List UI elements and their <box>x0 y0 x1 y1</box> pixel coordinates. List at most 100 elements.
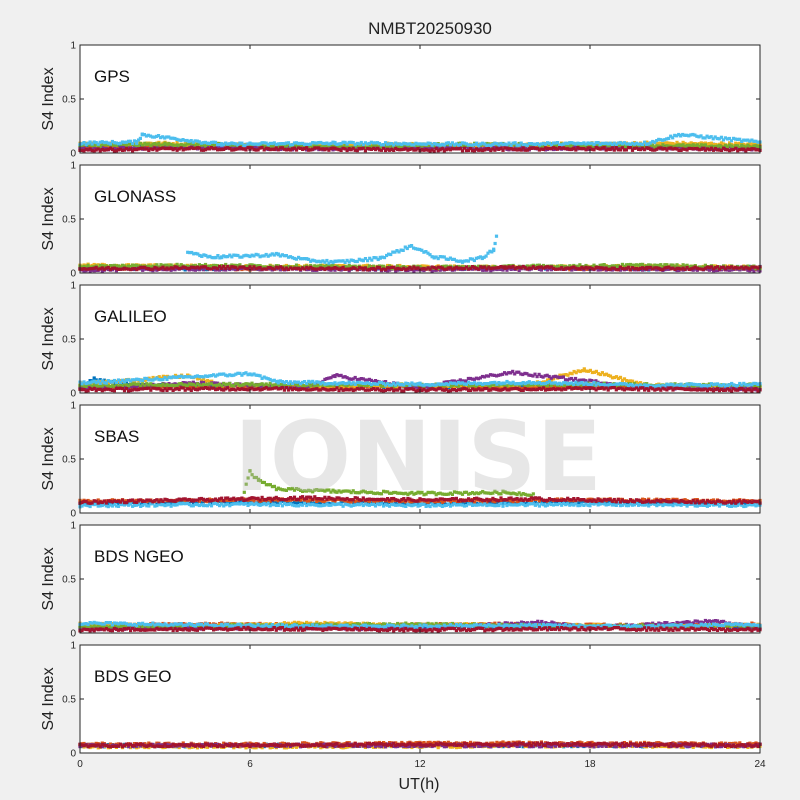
data-point <box>535 266 539 270</box>
data-point <box>201 268 206 272</box>
data-point <box>127 264 131 268</box>
data-point <box>187 266 191 271</box>
data-point <box>100 264 104 268</box>
data-point <box>489 148 493 153</box>
data-point <box>503 142 507 146</box>
data-point <box>124 143 129 147</box>
data-point <box>671 136 675 140</box>
data-point <box>260 267 264 271</box>
data-point <box>208 254 212 258</box>
data-point <box>120 148 125 152</box>
data-point <box>307 144 311 148</box>
data-point <box>560 143 564 147</box>
data-point <box>98 267 102 271</box>
data-point <box>430 145 434 149</box>
data-point <box>203 148 208 152</box>
data-point <box>135 141 139 146</box>
data-point <box>460 149 465 153</box>
data-point <box>301 147 305 151</box>
data-point <box>653 148 657 152</box>
data-point <box>750 267 754 271</box>
data-point <box>483 148 487 152</box>
data-point <box>179 143 183 147</box>
data-point <box>345 147 349 151</box>
data-point <box>476 256 480 260</box>
data-point <box>349 258 353 262</box>
data-point <box>313 141 317 145</box>
data-point <box>485 147 489 151</box>
data-point <box>671 147 675 151</box>
data-point <box>189 139 193 143</box>
data-point <box>610 264 614 268</box>
data-point <box>490 250 494 254</box>
data-point <box>464 265 469 269</box>
data-point <box>209 140 214 144</box>
panel-background <box>80 285 760 393</box>
data-point <box>558 265 562 269</box>
data-point <box>721 138 725 142</box>
data-point <box>612 264 616 268</box>
data-point <box>86 267 90 271</box>
data-point <box>564 141 568 145</box>
data-point <box>199 148 203 152</box>
data-point <box>507 141 511 145</box>
data-point <box>511 264 515 268</box>
data-point <box>486 251 490 255</box>
data-point <box>467 143 471 147</box>
data-point <box>574 264 578 268</box>
data-point <box>327 146 331 150</box>
data-point <box>750 138 754 142</box>
data-point <box>193 268 197 272</box>
data-point <box>282 144 286 148</box>
data-point <box>596 146 600 151</box>
data-point <box>634 141 639 145</box>
data-point <box>467 267 471 271</box>
data-point <box>614 146 618 150</box>
data-point <box>282 147 286 151</box>
data-point <box>748 141 752 145</box>
data-point <box>687 146 691 150</box>
data-point <box>434 147 438 151</box>
data-point <box>608 145 612 149</box>
data-point <box>424 267 428 271</box>
data-point <box>341 140 345 144</box>
data-point <box>736 145 740 150</box>
data-point <box>545 141 550 145</box>
data-point <box>495 142 499 146</box>
data-point <box>248 141 252 145</box>
data-point <box>434 255 438 259</box>
data-point <box>709 265 713 269</box>
data-point <box>707 266 711 270</box>
data-point <box>250 263 254 267</box>
data-point <box>309 142 313 146</box>
data-point <box>220 148 224 152</box>
data-point <box>663 263 667 267</box>
data-point <box>404 266 408 270</box>
data-point <box>460 260 465 264</box>
data-point <box>483 144 487 148</box>
data-point <box>357 142 361 146</box>
data-point <box>351 141 355 145</box>
data-point <box>244 253 248 257</box>
data-point <box>205 266 210 271</box>
data-point <box>412 146 416 150</box>
data-point <box>86 148 90 152</box>
data-point <box>588 146 592 150</box>
data-point <box>120 140 125 144</box>
data-point <box>626 146 631 150</box>
data-point <box>335 266 339 270</box>
data-point <box>558 267 562 271</box>
data-point <box>145 142 149 146</box>
data-point <box>351 146 355 150</box>
data-point <box>586 266 590 270</box>
data-point <box>701 146 705 150</box>
data-point <box>92 146 96 150</box>
data-point <box>286 146 291 150</box>
data-point <box>606 264 610 269</box>
data-point <box>82 149 86 153</box>
data-point <box>464 148 469 153</box>
data-point <box>665 144 669 148</box>
data-point <box>106 141 110 145</box>
data-point <box>624 145 628 149</box>
data-point <box>422 142 426 146</box>
